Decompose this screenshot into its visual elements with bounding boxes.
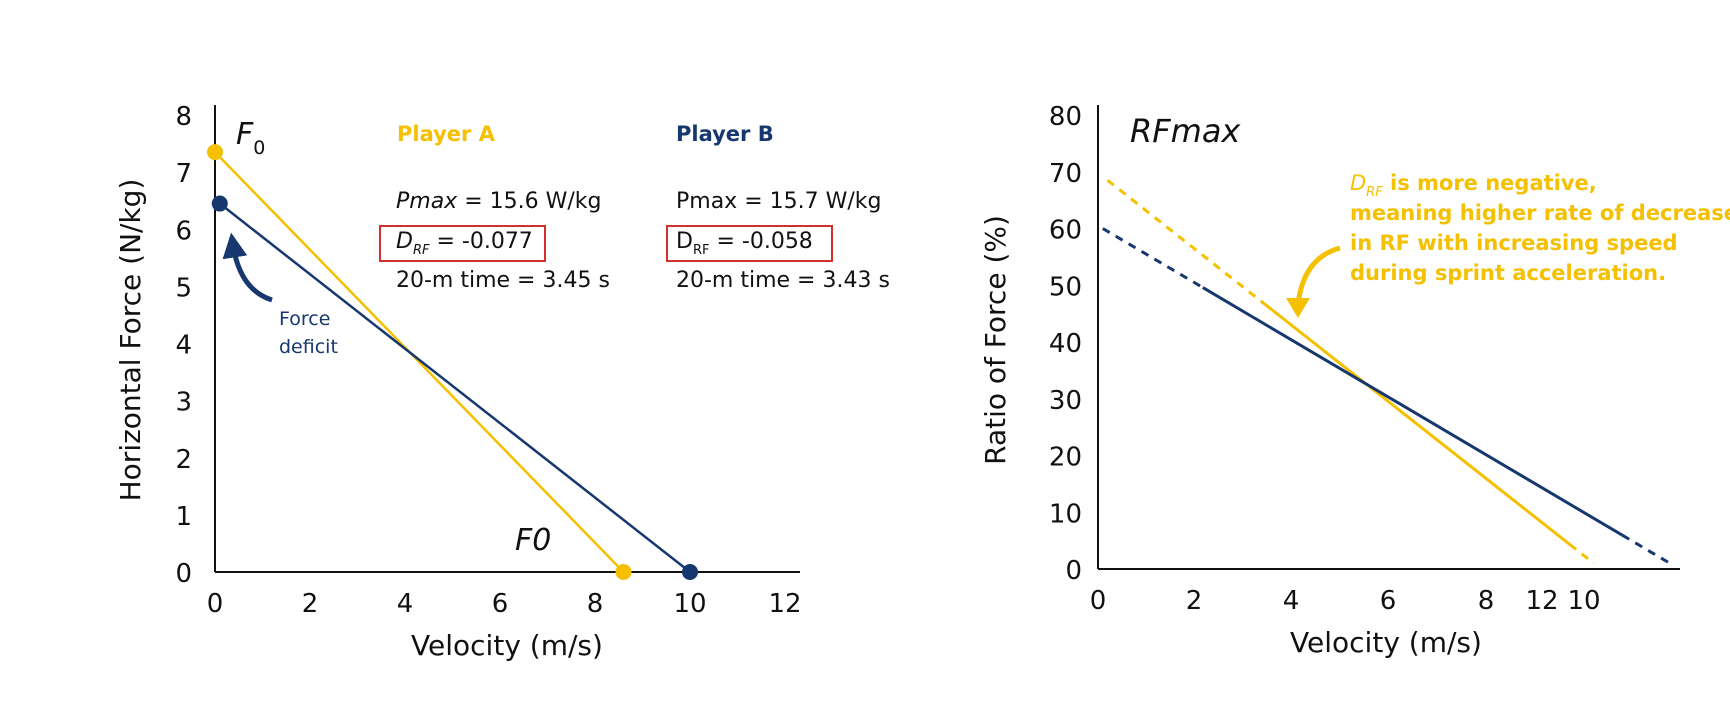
right-x-tick-labels: 0 2 4 6 8 12 10 — [1090, 586, 1601, 616]
left-y-tick-label: 6 — [175, 216, 192, 246]
right-chart: 0 10 20 30 40 50 60 70 80 0 2 4 6 8 12 10 Velocity (m/… — [979, 102, 1730, 659]
right-series-group — [1102, 179, 1671, 565]
right-y-tick-label: 0 — [1065, 556, 1082, 586]
player-b-info: Player B Pmax = 15.7 W/kg DRF = -0.058 2… — [666, 122, 890, 293]
drf-note-sub: RF — [1366, 185, 1383, 200]
v0-label: F0 — [515, 523, 551, 558]
left-y-tick-labels: 0 1 2 3 4 5 6 7 8 — [175, 102, 192, 589]
left-y-tick-label: 8 — [175, 102, 192, 132]
player-a-v0-point — [615, 564, 632, 580]
right-y-tick-label: 50 — [1049, 272, 1082, 302]
player-b-pmax: Pmax = 15.7 W/kg — [676, 189, 881, 214]
drf-note-line1-text: is more negative, — [1383, 171, 1597, 195]
left-x-tick-label: 8 — [587, 589, 604, 619]
right-y-tick-label: 20 — [1049, 443, 1082, 473]
right-y-tick-label: 40 — [1049, 329, 1082, 359]
player-b-time: 20-m time = 3.43 s — [676, 268, 890, 293]
drf-note-arrowhead — [1286, 298, 1310, 318]
player-a-time: 20-m time = 3.45 s — [396, 268, 610, 293]
player-a-rf-dashed-end — [1568, 543, 1595, 565]
player-a-rf-dashed-start — [1106, 179, 1266, 306]
left-y-tick-label: 4 — [175, 331, 192, 361]
left-x-tick-label: 0 — [207, 589, 224, 619]
player-b-fv-line — [218, 202, 691, 573]
left-y-tick-label: 1 — [175, 502, 192, 532]
right-y-tick-label: 70 — [1049, 159, 1082, 189]
player-a-drf-value: = -0.077 — [429, 229, 532, 254]
right-x-tick-label: 6 — [1380, 586, 1397, 616]
right-x-tick-label: 0 — [1090, 586, 1107, 616]
drf-note-line4: during sprint acceleration. — [1350, 261, 1666, 285]
player-a-drf-box — [379, 225, 546, 262]
right-x-axis-label: Velocity (m/s) — [1290, 626, 1482, 659]
player-a-drf: DRF = -0.077 — [396, 229, 533, 258]
player-a-drf-sub: RF — [413, 243, 430, 258]
left-x-axis-label: Velocity (m/s) — [411, 629, 603, 662]
left-y-tick-label: 0 — [175, 559, 192, 589]
left-y-tick-label: 3 — [175, 388, 192, 418]
left-x-tick-label: 10 — [673, 589, 706, 619]
player-a-pmax-label: Pmax — [396, 189, 458, 214]
player-a-name: Player A — [397, 122, 496, 146]
player-b-v0-point — [682, 564, 698, 580]
f0-subscript: 0 — [253, 137, 265, 159]
right-y-axis-label: Ratio of Force (%) — [979, 215, 1012, 465]
right-y-tick-label: 30 — [1049, 386, 1082, 416]
drf-note: DRF is more negative, meaning higher rat… — [1350, 171, 1730, 285]
f0-label: F0 — [236, 117, 265, 159]
right-y-tick-labels: 0 10 20 30 40 50 60 70 80 — [1049, 102, 1082, 586]
drf-note-prefix: D — [1350, 171, 1366, 195]
left-y-tick-label: 7 — [175, 159, 192, 189]
player-b-f0-point — [211, 195, 228, 212]
left-series-group — [207, 144, 698, 580]
player-b-pmax-value: = 15.7 W/kg — [737, 189, 881, 214]
right-y-tick-label: 60 — [1049, 216, 1082, 246]
player-b-drf-value: = -0.058 — [709, 229, 812, 254]
force-deficit-arrow — [222, 232, 273, 303]
drf-note-line3: in RF with increasing speed — [1350, 231, 1678, 255]
right-x-tick-label: 4 — [1283, 586, 1300, 616]
right-x-tick-label: 2 — [1186, 586, 1203, 616]
player-b-rf-line — [1202, 286, 1624, 537]
right-y-tick-label: 80 — [1049, 102, 1082, 132]
left-x-tick-label: 6 — [492, 589, 509, 619]
drf-note-line2: meaning higher rate of decrease — [1350, 201, 1730, 225]
player-b-pmax-label: Pmax — [676, 189, 737, 214]
player-b-rf-dashed-end — [1621, 533, 1671, 565]
left-y-tick-label: 5 — [175, 273, 192, 303]
player-b-drf-box — [666, 225, 833, 262]
drf-note-line1: DRF is more negative, — [1350, 171, 1597, 200]
left-x-tick-labels: 0 2 4 6 8 10 12 — [207, 589, 802, 619]
player-b-drf: DRF = -0.058 — [676, 229, 813, 258]
left-x-tick-label: 4 — [397, 589, 414, 619]
player-a-pmax: Pmax = 15.6 W/kg — [396, 189, 601, 214]
left-y-axis-label: Horizontal Force (N/kg) — [114, 179, 147, 502]
player-a-info: Player A Pmax = 15.6 W/kg DRF = -0.077 2… — [379, 122, 610, 293]
player-a-pmax-value: = 15.6 W/kg — [457, 189, 601, 214]
force-deficit-label-line2: deficit — [279, 336, 338, 358]
right-x-tick-label: 12 — [1525, 586, 1558, 616]
player-b-rf-dashed-start — [1102, 227, 1204, 289]
left-y-tick-label: 2 — [175, 445, 192, 475]
player-b-drf-label: D — [676, 229, 693, 254]
player-a-fv-line — [214, 151, 625, 573]
player-b-name: Player B — [676, 122, 774, 146]
f0-letter: F — [236, 117, 254, 152]
player-b-drf-sub: RF — [693, 243, 710, 258]
right-y-tick-label: 10 — [1049, 499, 1082, 529]
force-deficit-label-line1: Force — [279, 308, 330, 330]
rfmax-label: RFmax — [1130, 112, 1241, 150]
left-x-tick-label: 12 — [768, 589, 801, 619]
left-x-tick-label: 2 — [302, 589, 319, 619]
right-x-tick-label: 8 — [1478, 586, 1495, 616]
player-a-drf-label: D — [396, 229, 413, 254]
right-x-tick-label: 10 — [1567, 586, 1600, 616]
player-a-rf-line — [1263, 303, 1571, 546]
drf-note-arrow — [1295, 245, 1341, 306]
player-a-f0-point — [207, 144, 223, 161]
